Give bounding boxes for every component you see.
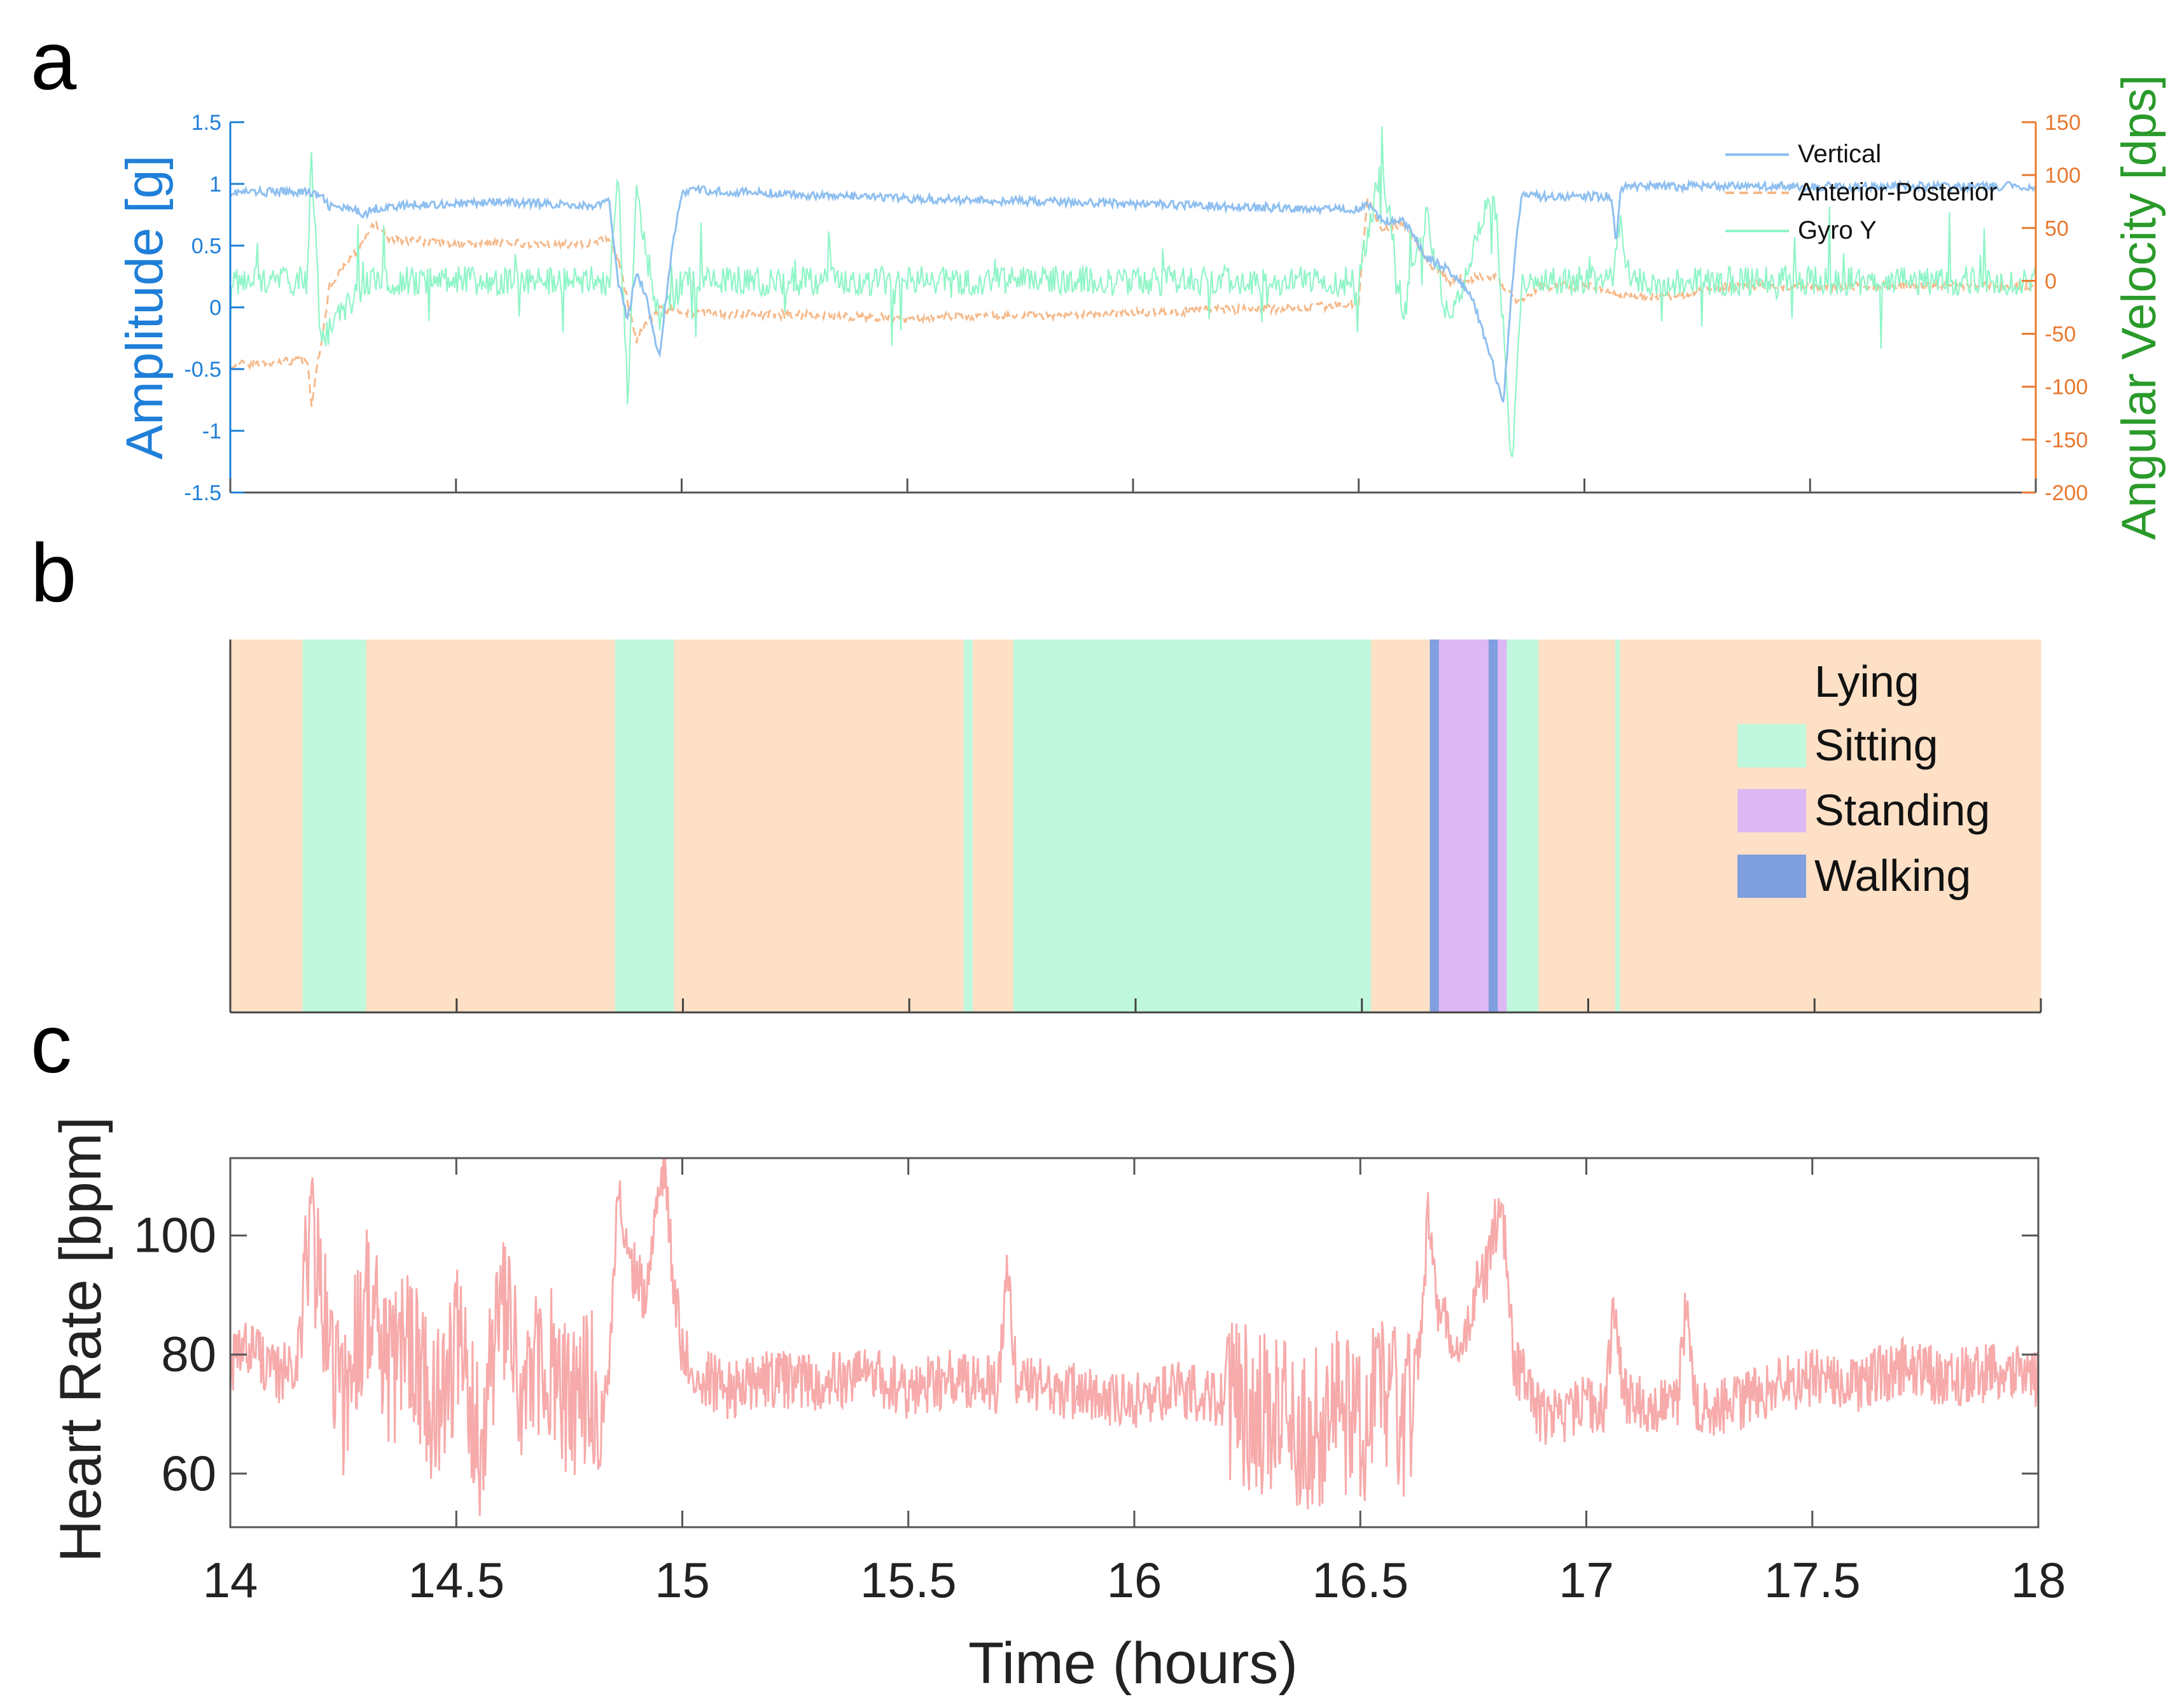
- segment-lying: [1620, 640, 2041, 1012]
- panel-b: Lying Sitting Standing Walking: [229, 640, 2042, 1014]
- panel-c-letter: c: [31, 997, 72, 1090]
- legend-label-standing: Standing: [1814, 785, 1990, 835]
- segment-lying: [674, 640, 964, 1012]
- panel-a-right-tick-label: 50: [2045, 216, 2069, 241]
- panel-a-left-tick-label: -1: [202, 419, 221, 444]
- panel-c-x-tick-label: 15: [655, 1552, 710, 1608]
- panel-a-axes: -1.5 -1 -0.5 0 0.5 1 1.5 -200 -150 -100 -50 0 50 100 1…: [184, 111, 2088, 505]
- panel-c-y-tick-label: 100: [134, 1207, 216, 1263]
- legend-label-walking: Walking: [1814, 851, 1971, 900]
- panel-a-left-tick-label: -0.5: [184, 358, 221, 382]
- panel-c-y-tick-label: 60: [161, 1445, 216, 1501]
- segment-lying: [366, 640, 616, 1012]
- panel-a-letter: a: [31, 14, 77, 107]
- legend-swatch-sitting: [1737, 724, 1806, 767]
- panel-a: -1.5 -1 -0.5 0 0.5 1 1.5 -200 -150 -100 -50 0 50 100 1…: [116, 75, 2166, 540]
- panel-c-x-tick-label: 15.5: [860, 1552, 957, 1608]
- panel-a-left-tick-label: 1.5: [191, 111, 221, 135]
- panel-c-y-tick-label: 80: [161, 1326, 216, 1382]
- segment-sitting: [963, 640, 973, 1012]
- panel-c-x-tick-label: 16.5: [1312, 1552, 1408, 1608]
- segment-walking: [1488, 640, 1498, 1012]
- panel-c-x-tick-label: 14: [203, 1552, 258, 1608]
- segment-sitting: [1615, 640, 1620, 1012]
- segment-lying: [1538, 640, 1616, 1012]
- series-line-gyro-y: [229, 126, 2036, 458]
- legend-swatch-walking: [1737, 855, 1806, 898]
- panel-a-left-tick-label: 0: [209, 296, 221, 320]
- panel-a-right-tick-label: 0: [2045, 269, 2057, 293]
- panel-c-x-tick-label: 17: [1559, 1552, 1614, 1608]
- panel-a-right-tick-label: 150: [2045, 111, 2081, 135]
- panel-b-legend: Lying Sitting Standing Walking: [1737, 657, 1990, 900]
- panel-a-legend: Vertical Anterior-Posterior Gyro Y: [1725, 140, 1997, 244]
- legend-label-lying: Lying: [1814, 657, 1919, 706]
- segment-standing: [1438, 640, 1489, 1012]
- segment-sitting: [615, 640, 674, 1012]
- panel-a-right-tick-label: -100: [2045, 375, 2088, 400]
- panel-c-y-axis-label: Heart Rate [bpm]: [48, 1117, 113, 1563]
- legend-swatch-standing: [1737, 789, 1806, 832]
- panel-a-right-tick-label: -200: [2045, 481, 2088, 505]
- panel-a-frame: [230, 122, 2036, 493]
- panel-a-right-tick-label: -50: [2045, 323, 2076, 347]
- panel-a-left-axis-label: Amplitude [g]: [116, 155, 174, 460]
- panel-c-axes: 60 80 100 14 14.5 15 15.5 16 16.5 17 17.5 18: [134, 1157, 2066, 1608]
- panel-b-segments: [230, 640, 2041, 1012]
- legend-label-anterior-posterior: Anterior-Posterior: [1798, 178, 1997, 206]
- legend-swatch-lying: [1737, 661, 1806, 704]
- segment-standing: [1498, 640, 1507, 1012]
- segment-lying: [972, 640, 1014, 1012]
- panel-c-x-tick-label: 14.5: [408, 1552, 504, 1608]
- panel-a-left-tick-label: 0.5: [191, 234, 221, 258]
- panel-a-left-tick-label: 1: [209, 172, 221, 197]
- panel-b-axes: [229, 640, 2042, 1014]
- segment-walking: [1429, 640, 1440, 1012]
- panel-c-x-tick-label: 16: [1107, 1552, 1162, 1608]
- panel-c-series: [229, 1157, 2040, 1516]
- panel-a-right-axis-label: Angular Velocity [dps]: [2112, 75, 2166, 540]
- segment-lying: [230, 640, 303, 1012]
- segment-sitting: [1506, 640, 1539, 1012]
- panel-b-letter: b: [31, 526, 77, 619]
- series-line-vertical: [229, 179, 2037, 403]
- panel-c-x-axis-label: Time (hours): [968, 1631, 1298, 1696]
- panel-a-series: [229, 126, 2037, 458]
- legend-label-gyro-y: Gyro Y: [1798, 216, 1877, 244]
- series-line-heart-rate: [229, 1157, 2040, 1516]
- panel-a-right-tick-label: 100: [2045, 164, 2081, 188]
- segment-lying: [1370, 640, 1430, 1012]
- legend-label-sitting: Sitting: [1814, 720, 1938, 770]
- panel-c-frame: [229, 1157, 2040, 1528]
- segment-sitting: [1013, 640, 1372, 1012]
- panel-a-right-tick-label: -150: [2045, 428, 2088, 452]
- segment-sitting: [302, 640, 366, 1012]
- panel-c-x-tick-label: 18: [2011, 1552, 2066, 1608]
- panel-c: 60 80 100 14 14.5 15 15.5 16 16.5 17 17.5 18 Heart …: [48, 1117, 2066, 1696]
- panel-a-left-tick-label: -1.5: [184, 481, 221, 505]
- panel-c-x-tick-label: 17.5: [1764, 1552, 1861, 1608]
- legend-label-vertical: Vertical: [1798, 140, 1881, 168]
